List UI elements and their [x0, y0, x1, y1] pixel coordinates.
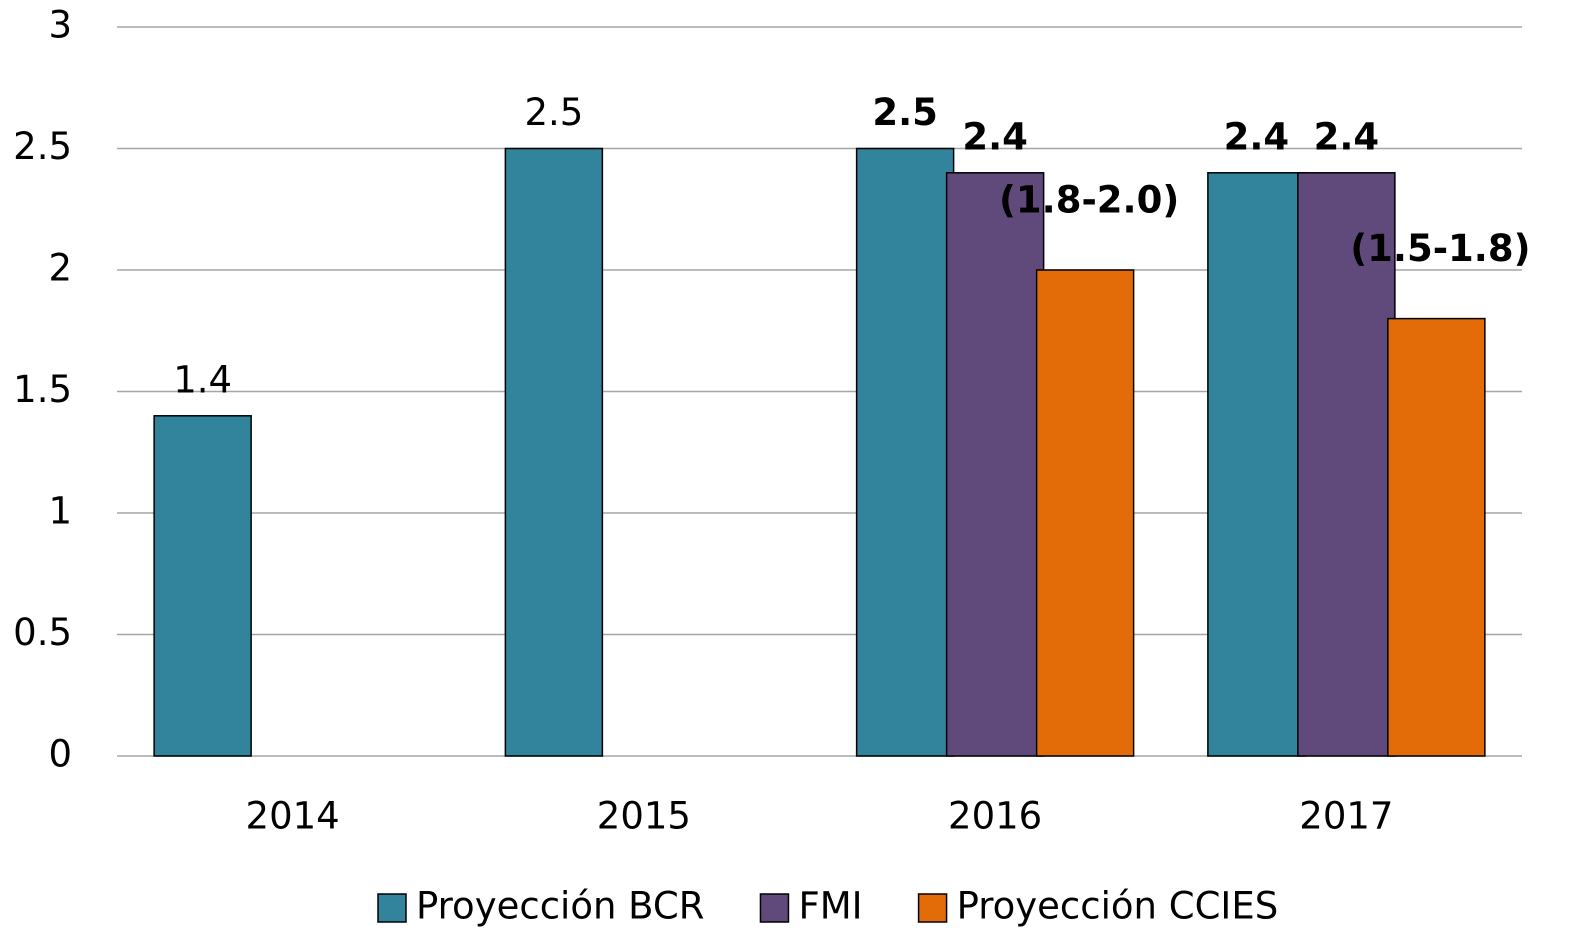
bar — [504, 147, 604, 757]
bar — [1387, 317, 1486, 757]
y-tick-label: 1.5 — [13, 368, 72, 411]
data-label: 2.5 — [524, 91, 583, 134]
data-label: 2.5 — [872, 91, 938, 134]
x-tick-label: 2016 — [948, 795, 1042, 838]
bar — [153, 415, 252, 757]
data-label: 2.4 — [962, 115, 1028, 158]
bar — [1297, 172, 1396, 757]
y-tick-label: 2 — [48, 247, 72, 290]
legend-label: FMI — [798, 885, 862, 928]
legend-swatch — [917, 893, 948, 923]
bar — [1035, 269, 1135, 757]
data-label: 1.4 — [173, 358, 232, 401]
y-tick-label: 1 — [48, 490, 72, 533]
y-tick-label: 0 — [48, 733, 72, 776]
legend-swatch — [759, 893, 790, 923]
data-label: (1.5-1.8) — [1350, 227, 1530, 270]
bar — [945, 172, 1045, 757]
x-tick-label: 2015 — [597, 795, 691, 838]
data-label: (1.8-2.0) — [999, 179, 1179, 222]
y-tick-label: 3 — [48, 4, 72, 47]
x-tick-label: 2014 — [246, 795, 340, 838]
legend-swatch — [377, 893, 407, 923]
x-tick-label: 2017 — [1299, 795, 1393, 838]
data-label: 2.4 — [1314, 115, 1380, 158]
bar — [855, 147, 955, 757]
data-label: 2.4 — [1224, 115, 1290, 158]
y-tick-label: 0.5 — [13, 611, 72, 654]
bar — [1207, 172, 1306, 757]
legend-label: Proyección BCR — [416, 885, 704, 928]
y-tick-label: 2.5 — [13, 125, 72, 168]
legend-label: Proyección CCIES — [957, 885, 1279, 928]
